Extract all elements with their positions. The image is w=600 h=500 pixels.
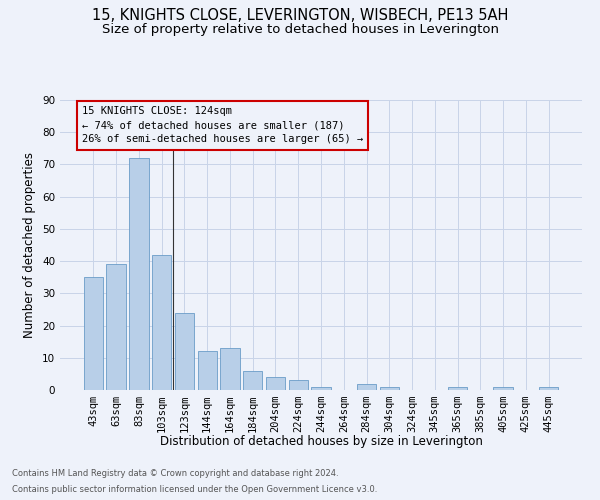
Bar [289,380,308,390]
Text: 15 KNIGHTS CLOSE: 124sqm
← 74% of detached houses are smaller (187)
26% of semi-: 15 KNIGHTS CLOSE: 124sqm ← 74% of detach… [82,106,363,144]
Bar [357,384,376,390]
Bar [220,348,239,390]
Text: 15, KNIGHTS CLOSE, LEVERINGTON, WISBECH, PE13 5AH: 15, KNIGHTS CLOSE, LEVERINGTON, WISBECH,… [92,8,508,22]
Bar [311,387,331,390]
Bar [243,370,262,390]
Text: Distribution of detached houses by size in Leverington: Distribution of detached houses by size … [160,435,482,448]
Bar [266,377,285,390]
Text: Contains public sector information licensed under the Open Government Licence v3: Contains public sector information licen… [12,485,377,494]
Bar [539,387,558,390]
Bar [197,352,217,390]
Bar [84,277,103,390]
Bar [106,264,126,390]
Text: Contains HM Land Registry data © Crown copyright and database right 2024.: Contains HM Land Registry data © Crown c… [12,468,338,477]
Text: Size of property relative to detached houses in Leverington: Size of property relative to detached ho… [101,22,499,36]
Bar [448,387,467,390]
Bar [380,387,399,390]
Bar [493,387,513,390]
Bar [129,158,149,390]
Bar [175,312,194,390]
Bar [152,254,172,390]
Y-axis label: Number of detached properties: Number of detached properties [23,152,37,338]
